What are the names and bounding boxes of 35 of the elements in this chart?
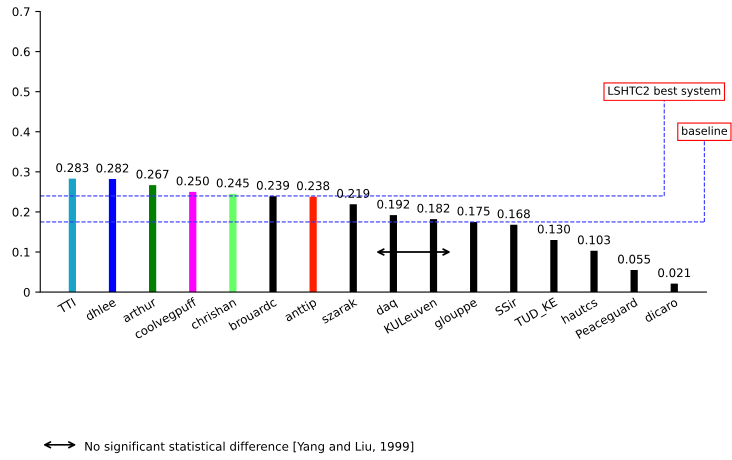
data-label: 0.282 bbox=[96, 164, 128, 173]
data-label: 0.192 bbox=[377, 200, 410, 209]
data-label: 0.130 bbox=[538, 224, 570, 234]
y-tick-label: 0.7 bbox=[12, 7, 30, 16]
y-tick-label: 0 bbox=[24, 288, 30, 297]
bar bbox=[189, 192, 196, 292]
y-tick-label: 0.5 bbox=[12, 87, 30, 96]
ref-line-label: baseline bbox=[682, 126, 728, 135]
data-label: 0.238 bbox=[297, 181, 330, 190]
data-label: 0.175 bbox=[458, 206, 490, 216]
bar bbox=[149, 185, 156, 292]
data-label: 0.245 bbox=[216, 178, 249, 188]
y-tick-label: 0.2 bbox=[12, 208, 30, 217]
x-tick-label: dhlee bbox=[84, 297, 117, 321]
data-label: 0.267 bbox=[136, 170, 169, 179]
y-tick-label: 0.4 bbox=[12, 127, 30, 136]
y-tick-label: 0.3 bbox=[12, 168, 30, 176]
data-label: 0.239 bbox=[256, 180, 290, 190]
bar bbox=[108, 179, 116, 292]
data-label: 0.103 bbox=[578, 235, 610, 244]
data-label: 0.283 bbox=[56, 163, 88, 172]
text: No significant statistical difference [Yang and Liu, 1999] bbox=[85, 442, 414, 454]
y-tick-label: 0.6 bbox=[12, 47, 30, 56]
data-label: 0.168 bbox=[498, 209, 530, 218]
bar bbox=[68, 178, 76, 292]
bar bbox=[229, 194, 236, 292]
y-tick-label: 0.1 bbox=[12, 248, 30, 257]
x-tick-label: SSir bbox=[494, 296, 518, 316]
ref-line-label: LSHTC2 best system bbox=[608, 86, 720, 98]
data-label: 0.182 bbox=[417, 204, 450, 213]
data-label: 0.021 bbox=[658, 268, 690, 278]
bar bbox=[310, 196, 317, 292]
data-label: 0.250 bbox=[176, 176, 209, 186]
data-label: 0.055 bbox=[618, 254, 650, 264]
x-tick-label: TTI bbox=[57, 298, 76, 314]
